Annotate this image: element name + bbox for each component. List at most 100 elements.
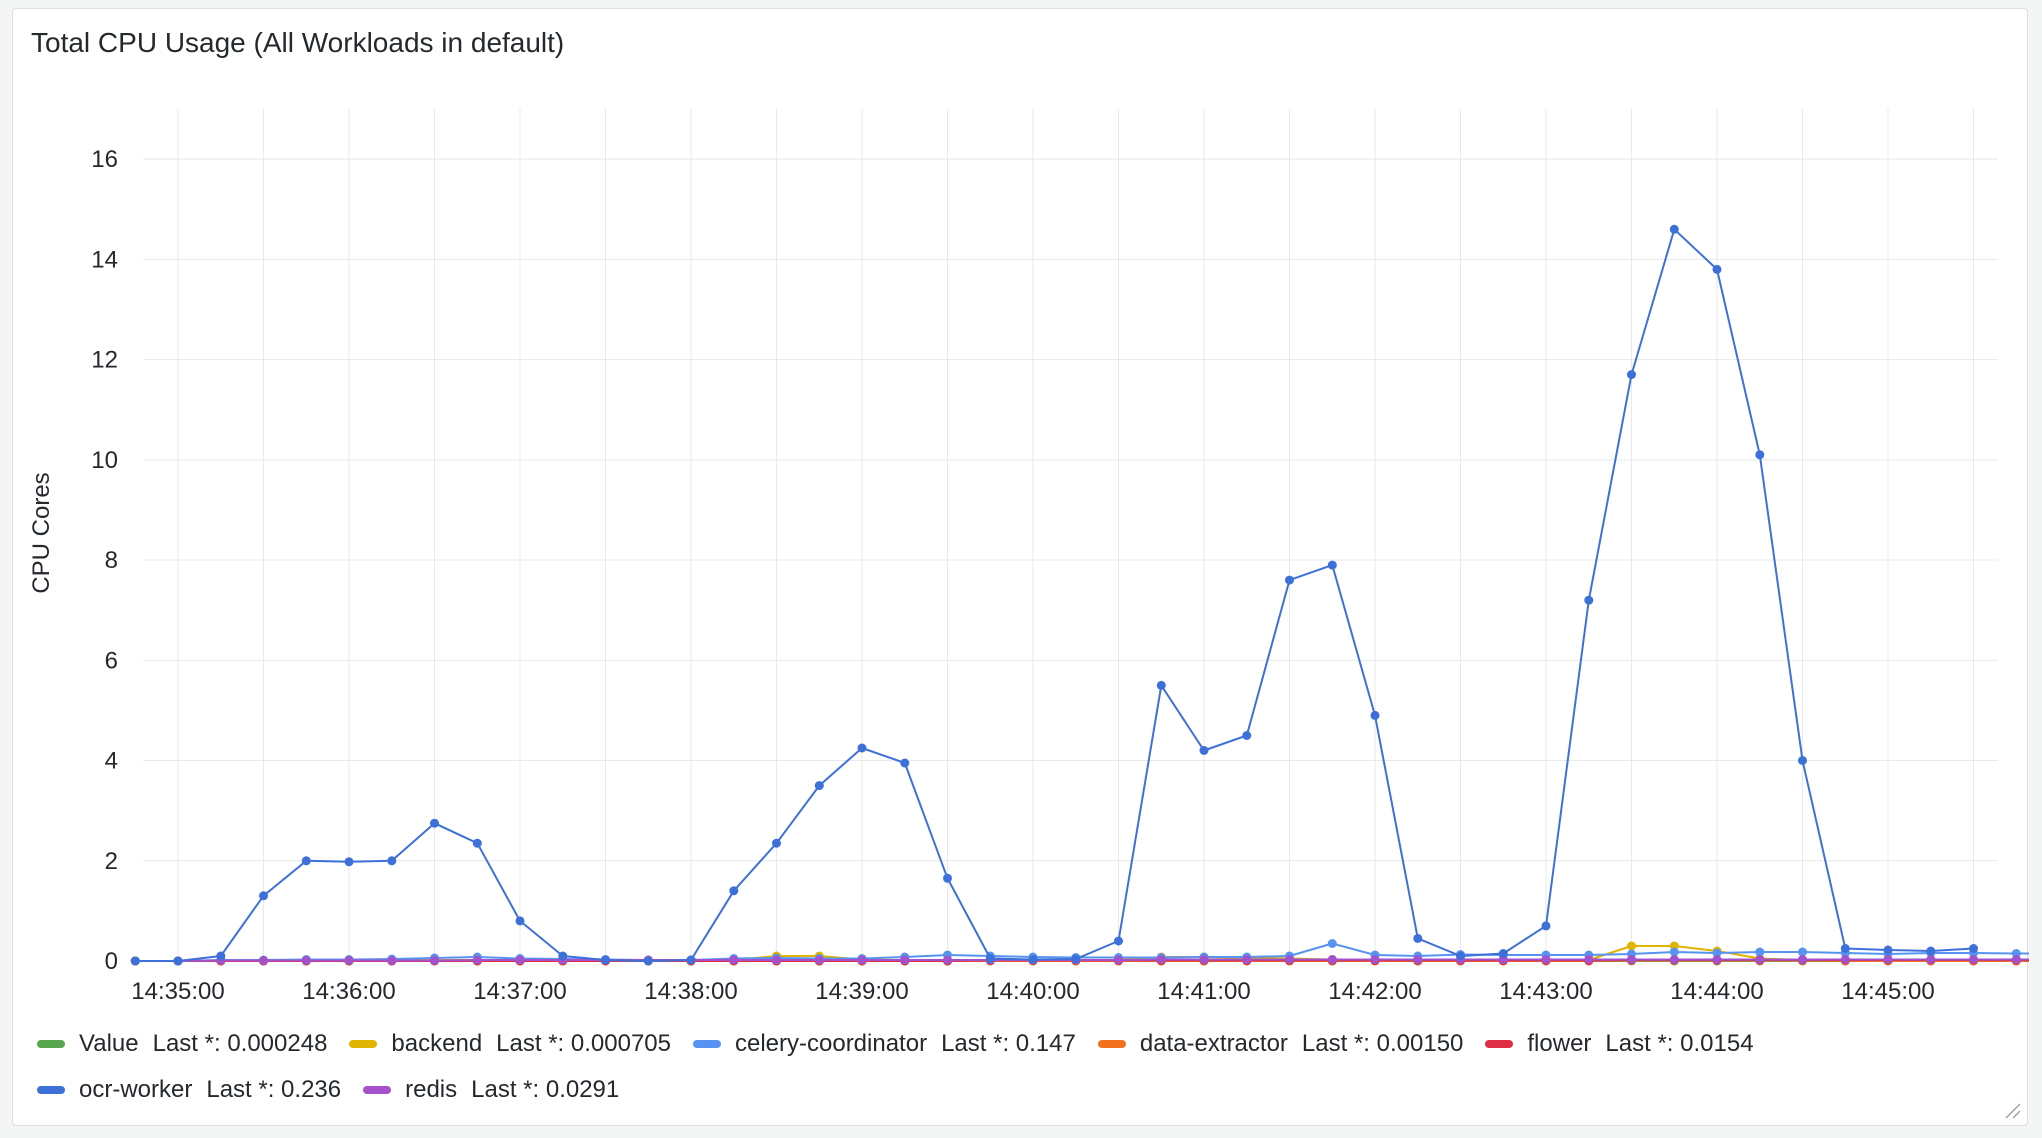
data-point-ocr-worker[interactable]: [515, 916, 525, 926]
panel-title[interactable]: Total CPU Usage (All Workloads in defaul…: [31, 27, 565, 58]
data-point-ocr-worker[interactable]: [1156, 680, 1166, 690]
data-point-ocr-worker[interactable]: [1712, 264, 1722, 274]
data-point-ocr-worker[interactable]: [1199, 746, 1209, 755]
data-point-ocr-worker[interactable]: [1926, 946, 1936, 956]
data-point-redis[interactable]: [1840, 955, 1850, 964]
data-point-celery-coordinator[interactable]: [1712, 948, 1722, 958]
data-point-redis[interactable]: [1712, 955, 1722, 964]
data-point-ocr-worker[interactable]: [1627, 370, 1636, 380]
data-point-redis[interactable]: [472, 955, 482, 965]
data-point-ocr-worker[interactable]: [729, 886, 739, 896]
legend-item-data-extractor[interactable]: data-extractor Last *: 0.00150: [1097, 1021, 1463, 1067]
data-point-ocr-worker[interactable]: [173, 956, 183, 966]
data-point-redis[interactable]: [729, 955, 739, 965]
series-line-celery-coordinator[interactable]: [135, 942, 2029, 962]
series-line-redis[interactable]: [135, 958, 2029, 962]
data-point-redis[interactable]: [1669, 955, 1679, 964]
data-point-redis[interactable]: [1114, 955, 1123, 965]
data-point-redis[interactable]: [515, 955, 525, 965]
x-tick-label: 14:42:00: [1328, 978, 1421, 1005]
data-point-redis[interactable]: [1541, 955, 1551, 964]
data-point-redis[interactable]: [1327, 955, 1337, 964]
data-point-celery-coordinator[interactable]: [1798, 947, 1807, 957]
data-point-ocr-worker[interactable]: [643, 956, 653, 966]
data-point-redis[interactable]: [772, 955, 781, 965]
data-point-redis[interactable]: [1285, 955, 1294, 964]
legend-item-ocr-worker[interactable]: ocr-worker Last *: 0.236: [37, 1067, 341, 1113]
data-point-ocr-worker[interactable]: [1883, 945, 1893, 955]
data-point-redis[interactable]: [2011, 955, 2021, 964]
data-point-redis[interactable]: [1242, 955, 1252, 964]
legend-item-redis[interactable]: redis Last *: 0.0291: [363, 1067, 619, 1113]
data-point-redis[interactable]: [301, 956, 311, 965]
data-point-ocr-worker[interactable]: [1327, 560, 1337, 570]
data-point-celery-coordinator[interactable]: [1669, 947, 1679, 957]
data-point-ocr-worker[interactable]: [772, 838, 781, 848]
data-point-redis[interactable]: [1798, 955, 1807, 964]
data-point-redis[interactable]: [259, 956, 268, 965]
data-point-ocr-worker[interactable]: [472, 838, 482, 848]
data-point-ocr-worker[interactable]: [1413, 933, 1423, 943]
data-point-ocr-worker[interactable]: [900, 758, 910, 768]
data-point-ocr-worker[interactable]: [1755, 450, 1765, 460]
chart-panel: Total CPU Usage (All Workloads in defaul…: [12, 8, 2029, 1126]
data-point-redis[interactable]: [1926, 955, 1936, 964]
data-point-ocr-worker[interactable]: [1242, 731, 1252, 740]
data-point-ocr-worker[interactable]: [985, 954, 995, 963]
data-point-ocr-worker[interactable]: [1541, 921, 1551, 931]
data-point-ocr-worker[interactable]: [1028, 955, 1038, 964]
data-point-redis[interactable]: [1755, 955, 1765, 964]
data-point-redis[interactable]: [1370, 955, 1380, 964]
data-point-redis[interactable]: [1627, 955, 1636, 964]
data-point-backend[interactable]: [1627, 941, 1636, 951]
data-point-redis[interactable]: [387, 956, 397, 965]
legend-item-celery-coordinator[interactable]: celery-coordinator Last *: 0.147: [692, 1021, 1076, 1067]
data-point-ocr-worker[interactable]: [943, 873, 952, 883]
data-point-redis[interactable]: [1413, 955, 1423, 964]
data-point-redis[interactable]: [1156, 955, 1166, 964]
data-point-ocr-worker[interactable]: [1969, 944, 1978, 953]
data-point-ocr-worker[interactable]: [1114, 936, 1123, 946]
legend-item-backend[interactable]: backend Last *: 0.000705: [349, 1021, 671, 1067]
data-point-ocr-worker[interactable]: [430, 818, 439, 828]
data-point-redis[interactable]: [1883, 955, 1893, 964]
data-point-ocr-worker[interactable]: [130, 956, 140, 966]
legend-swatch: [1097, 1040, 1126, 1048]
data-point-ocr-worker[interactable]: [1669, 224, 1679, 234]
data-point-redis[interactable]: [857, 955, 867, 965]
data-point-redis[interactable]: [814, 955, 824, 965]
data-point-redis[interactable]: [1199, 955, 1209, 964]
data-point-ocr-worker[interactable]: [344, 857, 354, 867]
data-point-ocr-worker[interactable]: [601, 955, 610, 965]
data-point-ocr-worker[interactable]: [259, 891, 268, 901]
data-point-redis[interactable]: [430, 956, 439, 965]
data-point-ocr-worker[interactable]: [686, 955, 696, 965]
data-point-ocr-worker[interactable]: [216, 951, 226, 961]
data-point-celery-coordinator[interactable]: [1327, 939, 1337, 948]
data-point-redis[interactable]: [900, 955, 910, 965]
data-point-ocr-worker[interactable]: [1498, 949, 1508, 958]
data-point-redis[interactable]: [344, 956, 354, 965]
legend-item-value[interactable]: Value Last *: 0.000248: [37, 1021, 327, 1067]
data-point-ocr-worker[interactable]: [1584, 595, 1594, 605]
data-point-ocr-worker[interactable]: [857, 743, 867, 753]
data-point-ocr-worker[interactable]: [1285, 575, 1294, 585]
data-point-redis[interactable]: [1584, 955, 1594, 964]
data-point-redis[interactable]: [1969, 955, 1978, 964]
data-point-ocr-worker[interactable]: [387, 856, 397, 866]
data-point-ocr-worker[interactable]: [814, 781, 824, 791]
data-point-ocr-worker[interactable]: [1071, 954, 1081, 964]
data-point-redis[interactable]: [943, 955, 952, 965]
data-point-ocr-worker[interactable]: [1840, 944, 1850, 953]
legend-item-flower[interactable]: flower Last *: 0.0154: [1485, 1021, 1754, 1067]
data-point-celery-coordinator[interactable]: [1755, 947, 1765, 957]
y-tick-label: 16: [91, 146, 118, 173]
data-point-ocr-worker[interactable]: [558, 951, 568, 961]
resize-handle-icon[interactable]: [2003, 1101, 2021, 1119]
data-point-ocr-worker[interactable]: [1370, 710, 1380, 720]
data-point-ocr-worker[interactable]: [1798, 756, 1807, 765]
data-point-ocr-worker[interactable]: [301, 856, 311, 866]
series-line-ocr-worker[interactable]: [135, 228, 1974, 962]
data-point-ocr-worker[interactable]: [1456, 951, 1465, 961]
